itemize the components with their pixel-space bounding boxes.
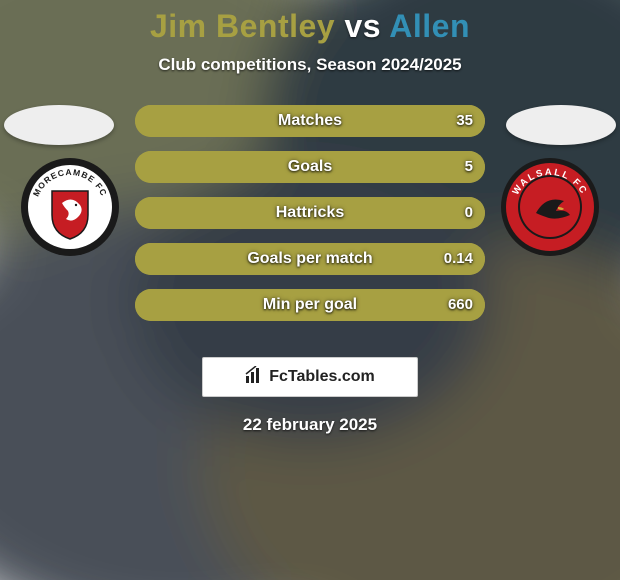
bar-label: Matches [135,105,485,137]
title-right: Allen [389,8,470,44]
bar-row: 35Matches [135,105,485,137]
brand-text: FcTables.com [269,368,375,386]
date-text: 22 february 2025 [0,415,620,435]
bar-label: Hattricks [135,197,485,229]
content-root: Jim Bentley vs Allen Club competitions, … [0,0,620,580]
bar-label: Min per goal [135,289,485,321]
bar-label: Goals per match [135,243,485,275]
bar-row: 5Goals [135,151,485,183]
crest-left: MORECAMBE FC [20,157,120,257]
bar-row: 0.14Goals per match [135,243,485,275]
title-vs: vs [344,8,389,44]
compare-area: MORECAMBE FC WALSALL FC [0,105,620,345]
subtitle: Club competitions, Season 2024/2025 [0,55,620,75]
brand-box[interactable]: FcTables.com [202,357,418,397]
avatar-right [506,105,616,145]
bar-row: 660Min per goal [135,289,485,321]
page-title: Jim Bentley vs Allen [0,8,620,45]
crest-right: WALSALL FC [500,157,600,257]
title-left: Jim Bentley [150,8,335,44]
bars-container: 35Matches 5Goals 0Hattricks 0.14Goals per m… [135,105,485,335]
avatar-left [4,105,114,145]
bar-row: 0Hattricks [135,197,485,229]
bar-chart-icon [245,366,265,389]
bar-label: Goals [135,151,485,183]
